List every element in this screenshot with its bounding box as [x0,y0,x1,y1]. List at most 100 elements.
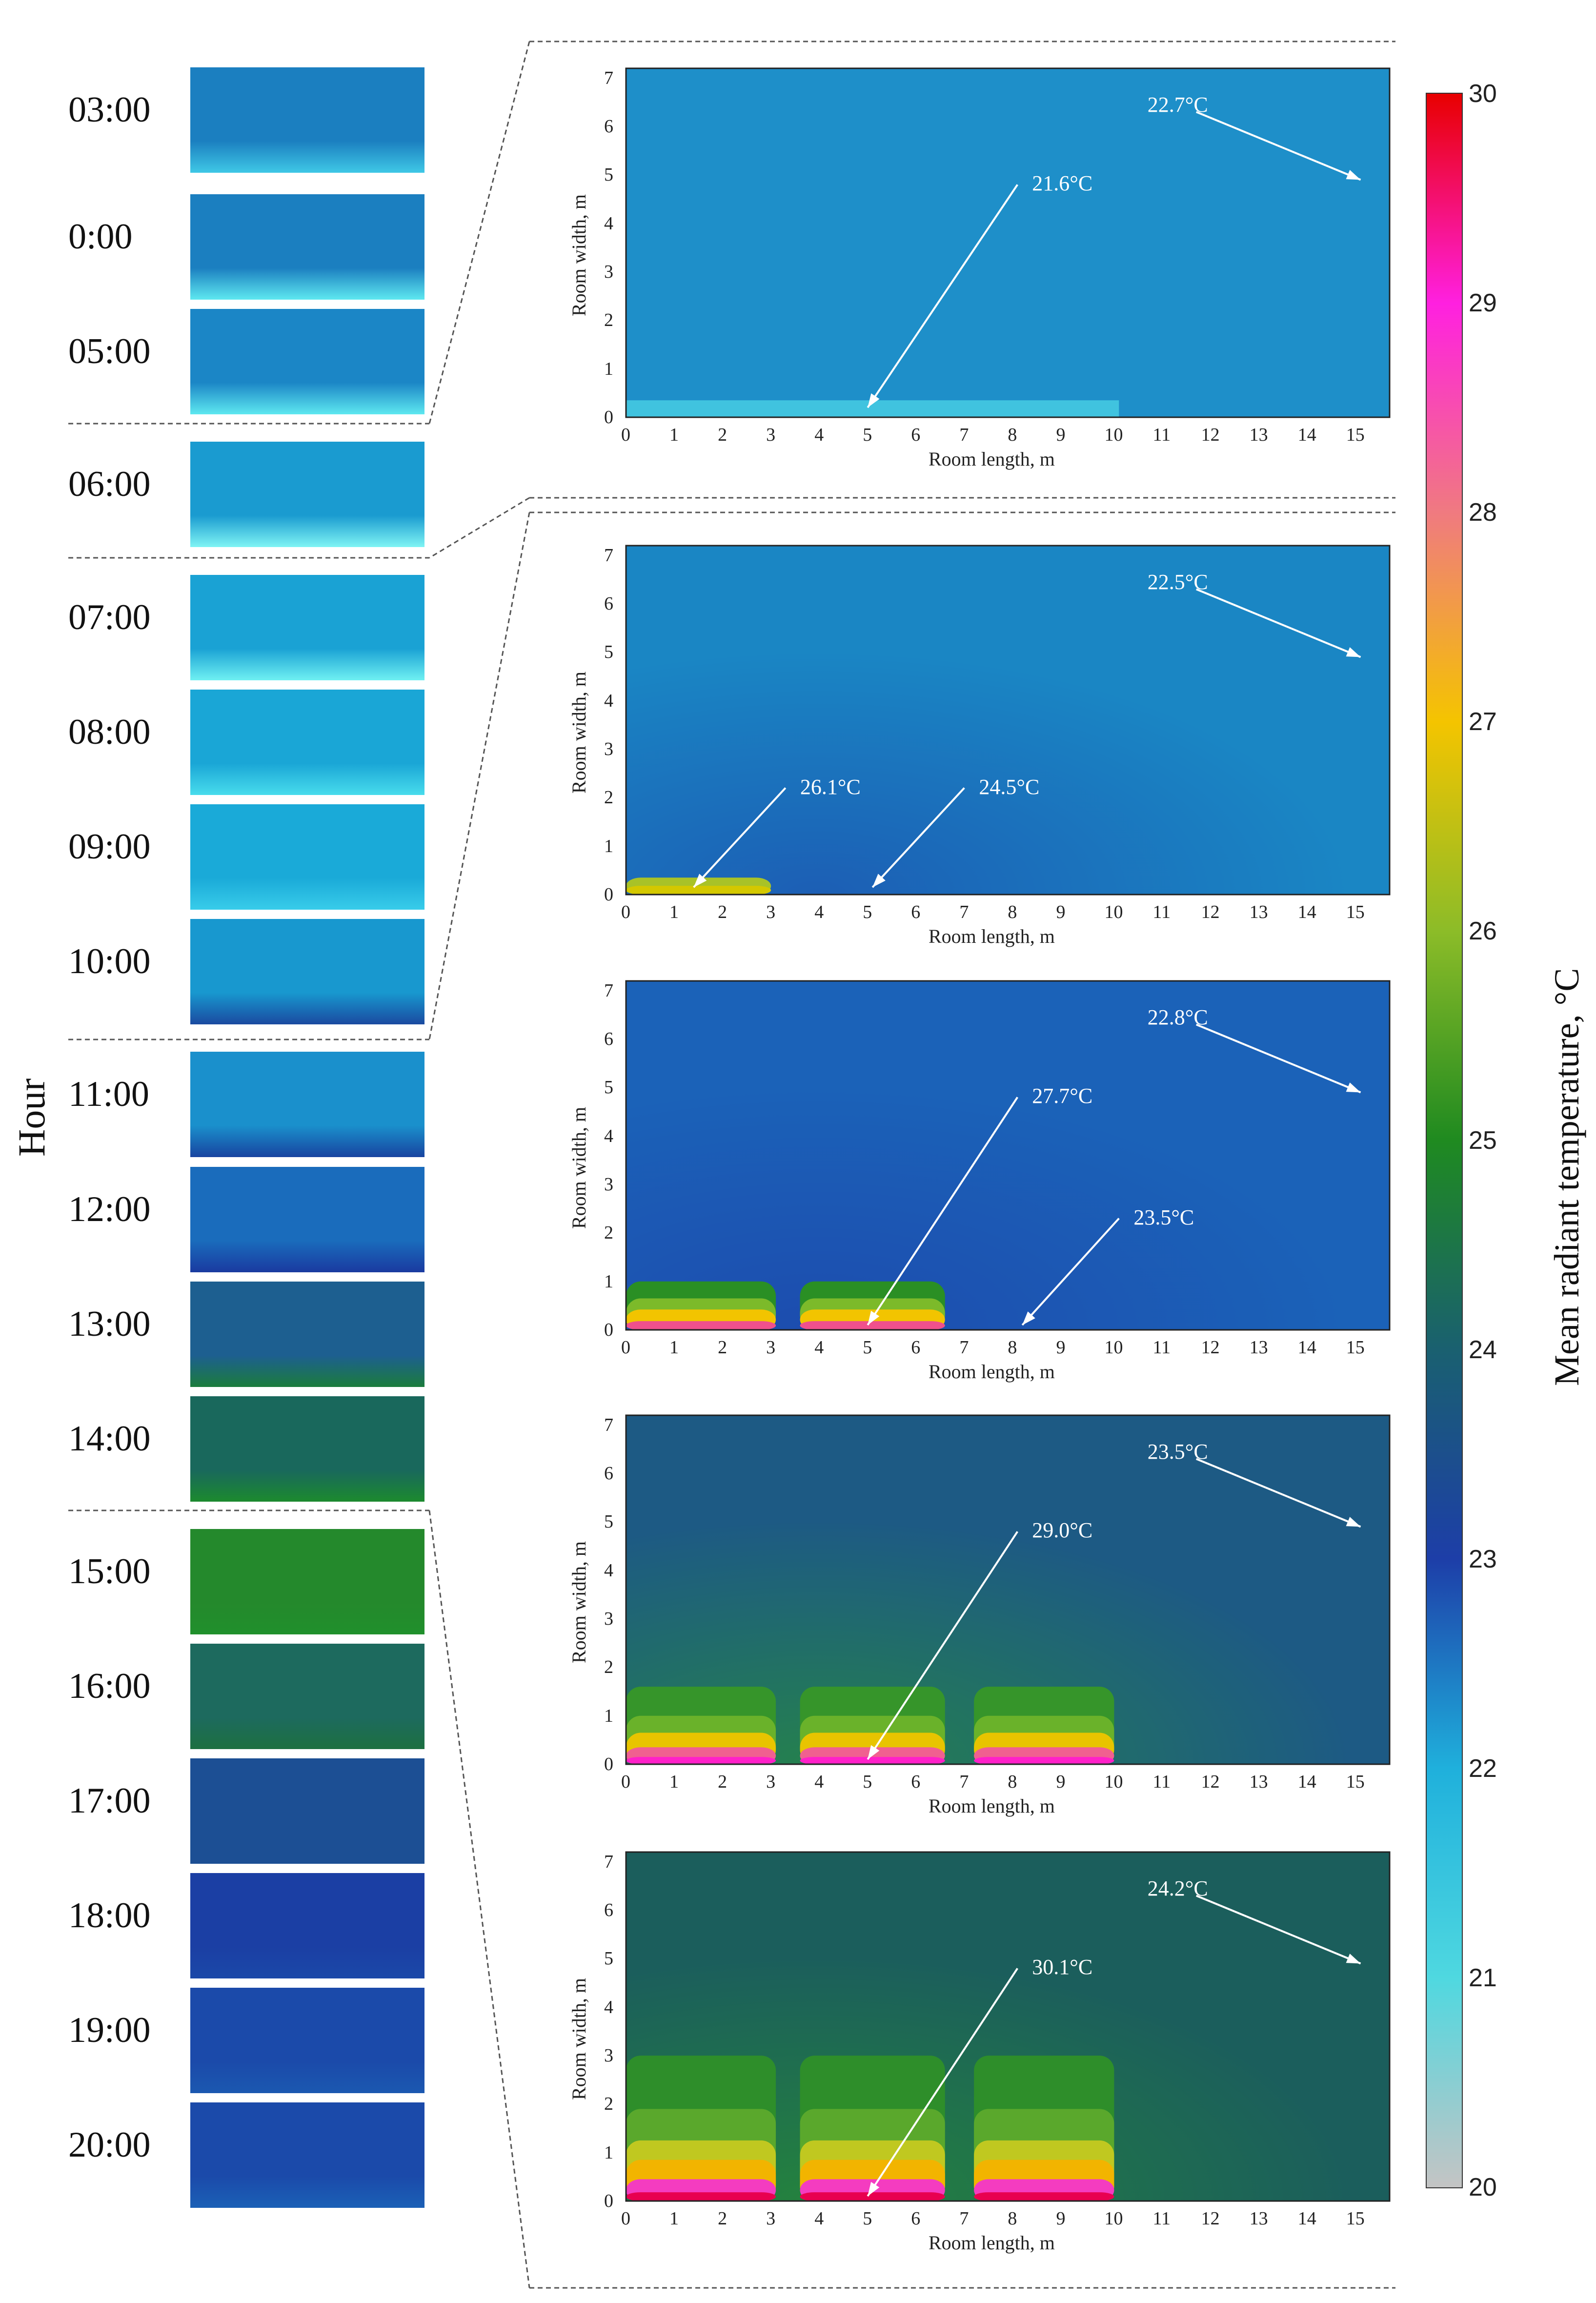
hour-thumbnail-h1000 [190,919,424,1024]
y-tick-label: 2 [604,1657,613,1678]
x-tick-label: 12 [1201,1337,1220,1358]
y-tick-label: 2 [604,2094,613,2115]
colorbar-gradient [1426,93,1463,2188]
x-tick-label: 13 [1249,902,1268,922]
x-tick-label: 12 [1201,2208,1220,2229]
hour-label-h1000: 10:00 [68,941,151,981]
x-tick-label: 0 [621,902,630,922]
annotation-arrowhead [1022,1311,1035,1325]
annotation-label: 21.6°C [1032,171,1093,196]
y-tick-label: 3 [604,1174,613,1195]
annotation-arrow [1196,588,1361,658]
hour-label-h1300: 13:00 [68,1304,151,1344]
hour-thumbnail-h1600 [190,1644,424,1749]
x-tick-label: 0 [621,2208,630,2229]
hour-thumbnail-h0000 [190,194,424,300]
annotation-arrowhead [868,393,880,408]
x-tick-label: 6 [911,902,921,922]
x-tick-label: 8 [1008,1337,1017,1358]
annotation-arrow [1196,1895,1361,1965]
x-tick-label: 1 [669,2208,679,2229]
annotation-label: 24.2°C [1147,1876,1208,1901]
x-tick-label: 7 [959,425,969,445]
x-tick-label: 4 [814,425,824,445]
hot-zone [626,886,771,895]
hour-label-h1700: 17:00 [68,1781,151,1821]
annotation-label: 26.1°C [800,774,861,799]
x-tick-label: 3 [766,425,776,445]
colorbar-tick-label: 25 [1469,1126,1497,1155]
hour-thumbnail-h1400 [190,1396,424,1502]
annotation-label: 30.1°C [1032,1955,1093,1979]
x-tick-label: 2 [718,425,727,445]
x-tick-label: 6 [911,2208,921,2229]
y-tick-label: 6 [604,116,613,137]
hour-thumbnail-h0500 [190,309,424,414]
y-tick-label: 5 [604,1077,613,1098]
hot-zone [626,1757,776,1764]
hour-label-h0600: 06:00 [68,464,151,504]
annotation-arrowhead [868,2181,880,2197]
heat-gradient-overlay [626,981,1390,1330]
x-tick-label: 14 [1297,902,1316,922]
y-tick-label: 6 [604,1900,613,1921]
y-tick-label: 2 [604,787,613,808]
x-tick-label: 10 [1104,1772,1123,1792]
x-tick-label: 2 [718,1337,727,1358]
hour-label-h0700: 07:00 [68,597,151,637]
x-tick-label: 8 [1008,1772,1017,1792]
plot-frame [625,67,1391,418]
x-tick-label: 2 [718,2208,727,2229]
x-tick-label: 9 [1056,902,1066,922]
x-tick-label: 1 [669,902,679,922]
x-axis-title: Room length, m [929,1795,1055,1817]
colorbar-tick-label: 28 [1469,498,1497,527]
hot-zone [800,1757,945,1764]
hour-thumbnail-h0800 [190,690,424,795]
y-tick-label: 1 [604,1271,613,1292]
x-tick-label: 15 [1346,1337,1365,1358]
x-tick-label: 7 [959,1337,969,1358]
x-tick-label: 2 [718,1772,727,1792]
y-tick-label: 7 [604,67,613,88]
x-tick-label: 6 [911,425,921,445]
x-tick-label: 8 [1008,425,1017,445]
x-tick-label: 6 [911,1772,921,1792]
colorbar-tick-label: 22 [1469,1754,1497,1783]
y-tick-label: 3 [604,1609,613,1630]
x-tick-label: 12 [1201,902,1220,922]
x-tick-label: 13 [1249,2208,1268,2229]
plot-frame [625,1851,1391,2202]
x-tick-label: 14 [1297,2208,1316,2229]
annotation-arrow [867,1968,1018,2197]
x-tick-label: 4 [814,2208,824,2229]
x-tick-label: 0 [621,1337,630,1358]
x-tick-label: 8 [1008,2208,1017,2229]
hour-label-h1100: 11:00 [68,1074,149,1114]
hour-thumbnail-h1200 [190,1167,424,1272]
x-tick-label: 4 [814,902,824,922]
hot-zone [974,1757,1114,1764]
hour-thumbnail-h1500 [190,1529,424,1634]
annotation-label: 29.0°C [1032,1518,1093,1543]
y-tick-label: 5 [604,1511,613,1532]
x-tick-label: 3 [766,1337,776,1358]
colorbar-tick-label: 21 [1469,1964,1497,1992]
x-tick-label: 1 [669,1772,679,1792]
y-tick-label: 1 [604,2142,613,2163]
y-tick-label: 2 [604,310,613,331]
x-tick-label: 9 [1056,425,1066,445]
x-tick-label: 11 [1152,1337,1171,1358]
x-tick-label: 2 [718,902,727,922]
x-tick-label: 10 [1104,1337,1123,1358]
annotation-arrow [1196,111,1361,181]
x-tick-label: 15 [1346,1772,1365,1792]
x-tick-label: 14 [1297,425,1316,445]
y-tick-label: 4 [604,213,613,234]
x-tick-label: 1 [669,1337,679,1358]
x-tick-label: 12 [1201,425,1220,445]
x-tick-label: 8 [1008,902,1017,922]
hot-zone [974,2192,1114,2201]
y-tick-label: 4 [604,1560,613,1581]
y-tick-label: 0 [604,1754,613,1774]
